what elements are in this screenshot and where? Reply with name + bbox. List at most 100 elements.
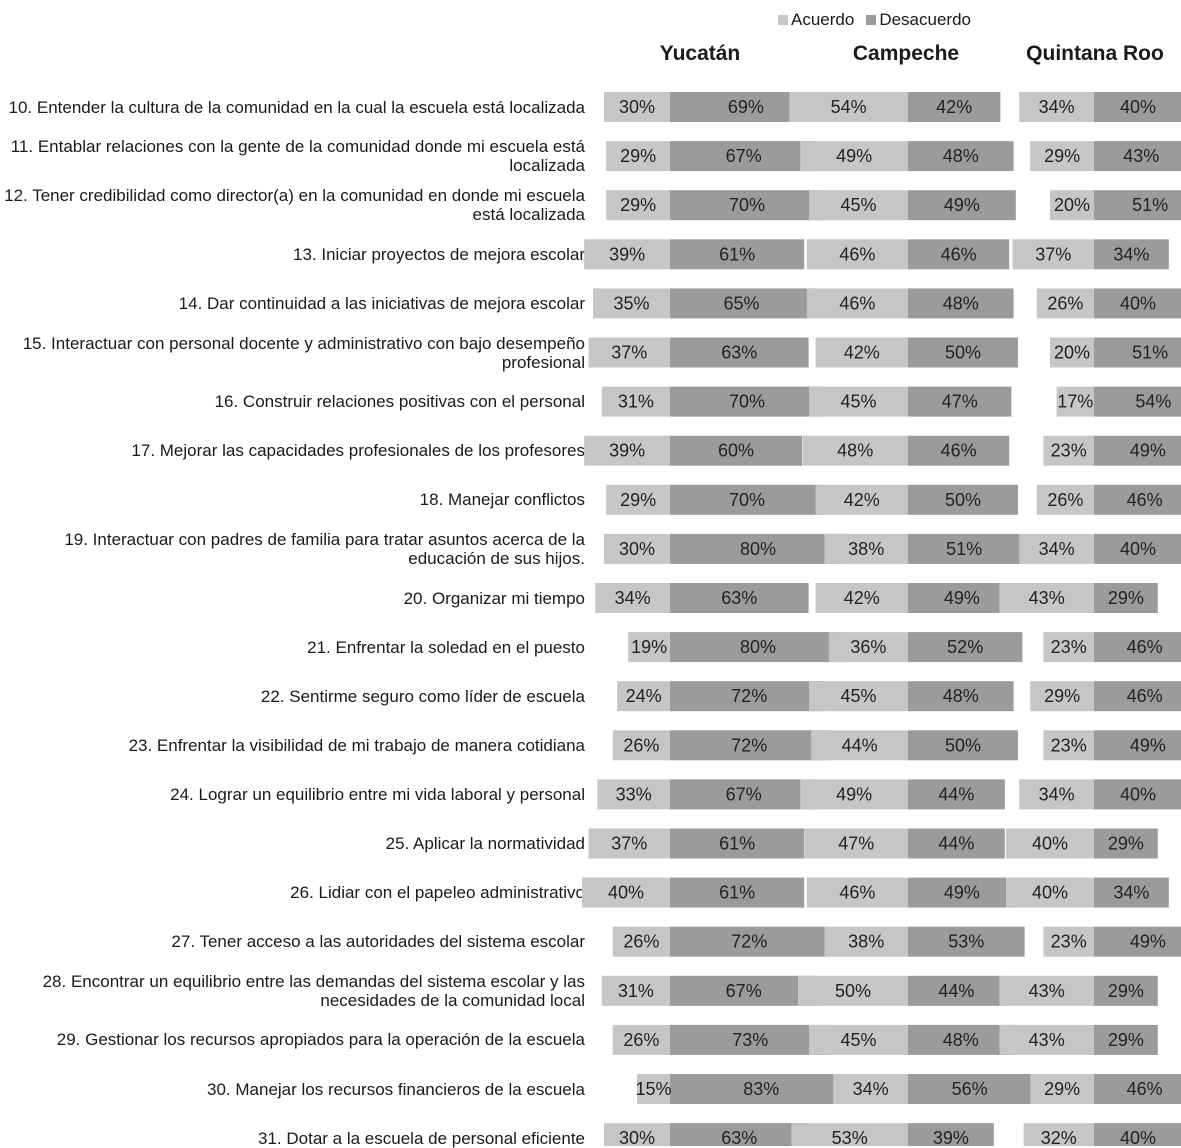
data-label-acuerdo: 38%: [848, 932, 884, 952]
data-label-acuerdo: 23%: [1051, 441, 1087, 461]
data-label-acuerdo: 43%: [1029, 981, 1065, 1001]
category-label: 31. Dotar a la escuela de personal efici…: [258, 1128, 585, 1148]
bar-acuerdo: [582, 877, 670, 908]
category-label: 24. Lograr un equilibrio entre mi vida l…: [170, 784, 585, 804]
bar-desacuerdo: [1094, 435, 1181, 466]
data-label-desacuerdo: 65%: [723, 293, 759, 313]
bar-desacuerdo: [1094, 1074, 1181, 1104]
data-label-acuerdo: 43%: [1029, 1030, 1065, 1050]
data-label-acuerdo: 50%: [835, 981, 871, 1001]
data-label-desacuerdo: 46%: [1127, 1079, 1163, 1099]
data-label-acuerdo: 40%: [1032, 834, 1068, 854]
bar-acuerdo: [798, 975, 908, 1006]
bar-desacuerdo: [670, 533, 846, 564]
category-label: 26. Lidiar con el papeleo administrativo: [290, 883, 585, 903]
bar-acuerdo: [601, 975, 670, 1006]
legend-item-desacuerdo: Desacuerdo: [866, 10, 971, 30]
data-label-desacuerdo: 48%: [943, 293, 979, 313]
bar-acuerdo: [999, 583, 1094, 613]
panel-title-quintana-roo: Quintana Roo: [1026, 42, 1164, 65]
bar-desacuerdo: [670, 1074, 853, 1104]
bar-desacuerdo: [670, 435, 802, 466]
category-label: 18. Manejar conflictos: [419, 490, 585, 510]
bar-desacuerdo: [1094, 583, 1158, 613]
bar-acuerdo: [1019, 533, 1094, 564]
bar-desacuerdo: [1094, 533, 1181, 564]
data-label-desacuerdo: 49%: [944, 195, 980, 215]
bar-desacuerdo: [908, 730, 1018, 761]
bar-desacuerdo: [908, 386, 1012, 417]
bar-desacuerdo: [1094, 632, 1181, 663]
data-label-acuerdo: 31%: [618, 981, 654, 1001]
bar-acuerdo: [999, 1024, 1094, 1055]
bar-desacuerdo: [670, 1024, 831, 1055]
data-label-desacuerdo: 44%: [938, 784, 974, 804]
bar-desacuerdo: [670, 484, 824, 515]
data-label-acuerdo: 34%: [853, 1079, 889, 1099]
data-label-desacuerdo: 50%: [945, 490, 981, 510]
data-label-acuerdo: 34%: [1039, 784, 1075, 804]
bar-desacuerdo: [670, 583, 809, 613]
bar-desacuerdo: [670, 926, 829, 957]
legend-label-acuerdo: Acuerdo: [791, 10, 855, 29]
bar-acuerdo: [617, 681, 670, 712]
data-label-desacuerdo: 54%: [1135, 392, 1171, 412]
data-label-desacuerdo: 69%: [728, 97, 764, 117]
bar-desacuerdo: [1094, 190, 1181, 221]
category-label: 11. Entablar relaciones con la gente de …: [10, 137, 585, 176]
bar-acuerdo: [1030, 1074, 1094, 1104]
data-label-desacuerdo: 42%: [936, 97, 972, 117]
data-label-desacuerdo: 34%: [1113, 244, 1149, 264]
data-label-acuerdo: 17%: [1057, 392, 1093, 412]
bar-desacuerdo: [670, 141, 818, 172]
bar-acuerdo: [824, 926, 908, 957]
category-label: 21. Enfrentar la soledad en el puesto: [307, 637, 585, 657]
data-label-desacuerdo: 49%: [1130, 735, 1166, 755]
data-label-desacuerdo: 44%: [938, 834, 974, 854]
bar-desacuerdo: [1094, 1024, 1158, 1055]
bar-acuerdo: [828, 632, 908, 663]
data-label-acuerdo: 24%: [626, 686, 662, 706]
data-label-acuerdo: 23%: [1051, 637, 1087, 657]
category-label: 30. Manejar los recursos financieros de …: [207, 1079, 585, 1099]
bar-acuerdo: [1036, 484, 1094, 515]
bar-acuerdo: [811, 730, 908, 761]
bar-acuerdo: [604, 1123, 670, 1146]
bar-acuerdo: [1056, 386, 1094, 417]
bar-desacuerdo: [670, 975, 818, 1006]
data-label-acuerdo: 31%: [618, 392, 654, 412]
data-label-desacuerdo: 49%: [944, 588, 980, 608]
data-label-desacuerdo: 61%: [719, 883, 755, 903]
bar-desacuerdo: [908, 1074, 1032, 1104]
bar-desacuerdo: [1094, 386, 1181, 417]
data-label-desacuerdo: 70%: [729, 392, 765, 412]
data-label-desacuerdo: 29%: [1108, 588, 1144, 608]
bar-acuerdo: [809, 1024, 908, 1055]
data-label-acuerdo: 43%: [1029, 588, 1065, 608]
bar-desacuerdo: [1094, 975, 1158, 1006]
bar-desacuerdo: [670, 190, 824, 221]
data-label-desacuerdo: 63%: [721, 588, 757, 608]
bar-desacuerdo: [908, 779, 1005, 810]
data-label-acuerdo: 23%: [1051, 932, 1087, 952]
bar-acuerdo: [815, 337, 908, 368]
data-label-acuerdo: 48%: [837, 441, 873, 461]
category-label: 28. Encontrar un equilibrio entre las de…: [42, 971, 585, 1010]
data-label-desacuerdo: 46%: [941, 441, 977, 461]
bar-desacuerdo: [670, 288, 813, 319]
data-label-desacuerdo: 40%: [1120, 1128, 1156, 1146]
category-label: 10. Entender la cultura de la comunidad …: [8, 97, 585, 117]
data-label-acuerdo: 34%: [615, 588, 651, 608]
data-label-acuerdo: 30%: [619, 97, 655, 117]
bar-desacuerdo: [670, 730, 829, 761]
data-label-desacuerdo: 72%: [731, 735, 767, 755]
data-label-acuerdo: 26%: [623, 932, 659, 952]
data-label-desacuerdo: 73%: [732, 1030, 768, 1050]
data-label-acuerdo: 46%: [839, 293, 875, 313]
bar-acuerdo: [1030, 141, 1094, 172]
data-label-desacuerdo: 40%: [1120, 539, 1156, 559]
bar-acuerdo: [800, 141, 908, 172]
data-label-acuerdo: 37%: [611, 343, 647, 363]
bar-desacuerdo: [670, 1123, 809, 1146]
data-label-acuerdo: 29%: [620, 146, 656, 166]
